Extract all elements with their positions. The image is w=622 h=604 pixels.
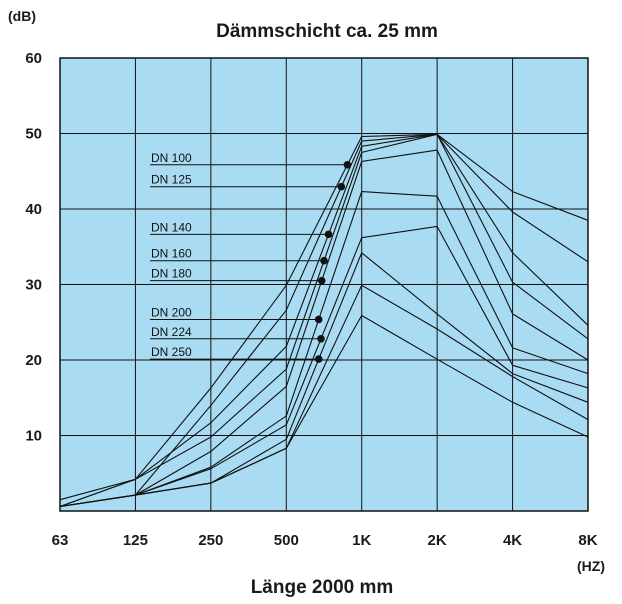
legend: DN 100 DN 125 DN 140 DN 160 DN 180 DN 200 DN 2… [150,151,352,363]
plot-border [59,57,589,512]
x-tick-label: 8K [578,532,597,549]
y-tick-label: 50 [25,126,42,143]
legend-label: DN 180 [151,267,192,281]
x-tick-label: 4K [503,532,522,549]
legend-marker [343,160,352,169]
series-line-7 [59,225,589,508]
y-axis-ticks: 10 20 30 40 50 60 [25,50,42,445]
x-tick-label: 63 [52,532,69,549]
legend-label: DN 100 [151,151,192,165]
x-axis-ticks: 63 125 250 500 1K 2K 4K 8K [52,532,598,549]
series-line-5 [59,149,589,508]
y-tick-label: 60 [25,50,42,67]
y-tick-label: 30 [25,277,42,294]
series-line-10 [59,314,589,508]
legend-marker [320,256,328,265]
legend-label: DN 125 [151,173,192,187]
y-tick-label: 20 [25,352,42,369]
x-tick-label: 2K [428,532,447,549]
legend-marker [314,355,323,363]
x-tick-label: 1K [352,532,371,549]
plot-frame [59,57,589,512]
series-line-2 [59,133,589,508]
x-tick-label: 125 [123,532,148,549]
legend-label: DN 250 [151,345,192,359]
legend-label: DN 140 [151,220,192,234]
series-line-1 [59,133,589,501]
y-tick-label: 40 [25,201,42,218]
legend-marker [317,276,326,285]
legend-label: DN 160 [151,247,192,261]
x-tick-label: 500 [274,532,299,549]
x-tick-label: 250 [198,532,223,549]
legend-marker [324,230,333,239]
x-axis-title: Länge 2000 mm [251,577,394,598]
x-unit-label: (HZ) [577,558,605,574]
y-tick-label: 10 [25,428,42,445]
chart-title: Dämmschicht ca. 25 mm [216,21,438,42]
legend-marker [337,182,346,191]
series-line-3 [59,133,589,508]
legend-marker [317,334,325,343]
y-unit-label: (dB) [8,8,36,24]
legend-label: DN 200 [151,305,192,319]
legend-label: DN 224 [151,325,192,339]
legend-marker [314,315,323,324]
